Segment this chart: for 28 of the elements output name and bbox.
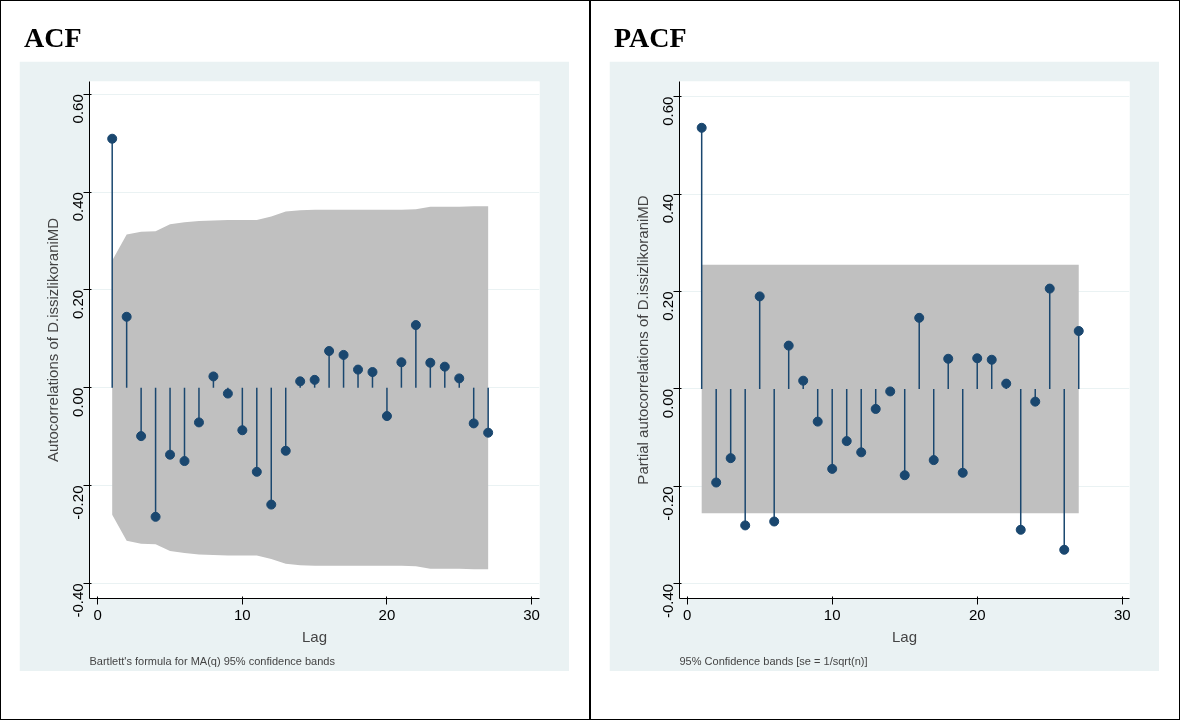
x-tick-label: 30 <box>523 605 540 623</box>
x-tick-label: 30 <box>1113 605 1131 623</box>
chart-title: ACF <box>24 21 82 55</box>
y-tick-label: 0.00 <box>659 388 677 419</box>
x-tick-label: 10 <box>823 605 841 623</box>
y-tick-label: 0.60 <box>659 96 677 126</box>
x-axis-title: Lag <box>301 627 328 645</box>
y-tick-label: 0.40 <box>659 194 677 224</box>
y-tick-label: -0.40 <box>69 583 87 618</box>
x-tick-label: 20 <box>378 605 396 623</box>
x-tick-label: 20 <box>968 605 986 623</box>
x-tick-label: 0 <box>683 605 692 623</box>
y-tick-label: 0.40 <box>69 192 87 222</box>
y-tick-label: 0.00 <box>69 387 87 417</box>
x-tick-label: 0 <box>93 605 102 623</box>
y-tick-label: 0.20 <box>69 289 87 320</box>
y-tick-label: -0.40 <box>659 583 677 619</box>
y-axis-title: Partial autocorrelations of D.issizlikoraniMD <box>633 195 651 485</box>
chart-title: PACF <box>614 21 687 55</box>
y-tick-label: -0.20 <box>659 486 677 521</box>
y-axis-title: Autocorrelations of D.issizlikoraniMD <box>43 217 61 463</box>
text: Bartlett's formula for MA(q) 95% confidence bands <box>89 654 336 667</box>
x-tick-label: 10 <box>234 605 251 623</box>
y-tick-label: -0.20 <box>69 485 87 520</box>
x-axis-title: Lag <box>891 627 918 645</box>
text: 95% Confidence bands [se = 1/sqrt(n)] <box>679 654 868 667</box>
y-tick-label: 0.60 <box>69 94 87 124</box>
y-tick-label: 0.20 <box>659 291 677 321</box>
